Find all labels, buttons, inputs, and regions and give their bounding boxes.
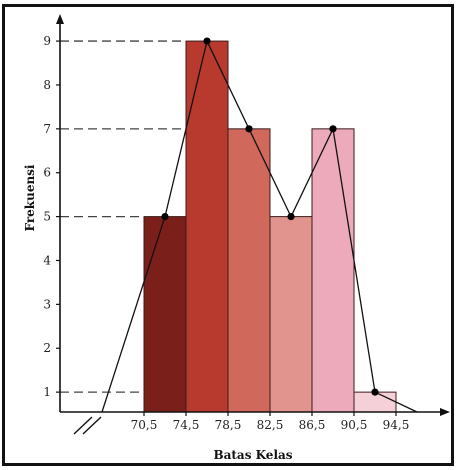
x-tick-label-3: 78,5 [215,418,242,432]
axes [56,14,450,435]
bar-5 [311,128,355,413]
y-tick-label-3: 3 [43,297,51,311]
frequency-polygon [101,37,418,413]
bar-3 [227,128,271,413]
y-tick-label-5: 5 [43,210,51,224]
bar-1 [143,216,187,413]
axis-break-slash-2 [82,416,102,435]
y-tick-label-1: 1 [43,385,51,399]
y-tick-label-2: 2 [43,341,51,355]
x-tick-label-7: 94,5 [383,418,410,432]
polygon-line [101,39,418,413]
bar-4 [269,216,313,413]
x-tick-label-1: 70,5 [131,418,158,432]
polygon-point-6 [329,125,337,133]
y-axis-arrow [56,14,64,24]
y-tick-label-6: 6 [43,166,51,180]
polygon-point-4 [245,125,253,133]
polygon-point-3 [203,37,211,45]
x-tick-label-5: 86,5 [299,418,326,432]
polygon-point-2 [161,213,169,221]
y-tick-label-4: 4 [43,253,51,267]
x-axis-label: Batas Kelas [213,448,292,462]
x-tick-label-2: 74,5 [173,418,200,432]
x-tick-label-4: 82,5 [257,418,284,432]
y-axis-label: Frekuensi [23,164,37,231]
y-tick-label-8: 8 [43,78,51,92]
y-tick-label-9: 9 [43,34,51,48]
y-tick-label-7: 7 [43,122,51,136]
polygon-point-7 [371,388,379,396]
bar-2 [185,40,229,413]
histogram-bars [143,40,397,413]
x-tick-label-6: 90,5 [341,418,368,432]
tick-labels: 1 2 3 4 5 6 7 8 9 70,5 74,5 78,5 82,5 86,5 90,5 94,5 [43,34,409,432]
polygon-point-5 [287,213,295,221]
x-axis-arrow [440,408,450,416]
axis-break-slash-1 [73,416,93,435]
